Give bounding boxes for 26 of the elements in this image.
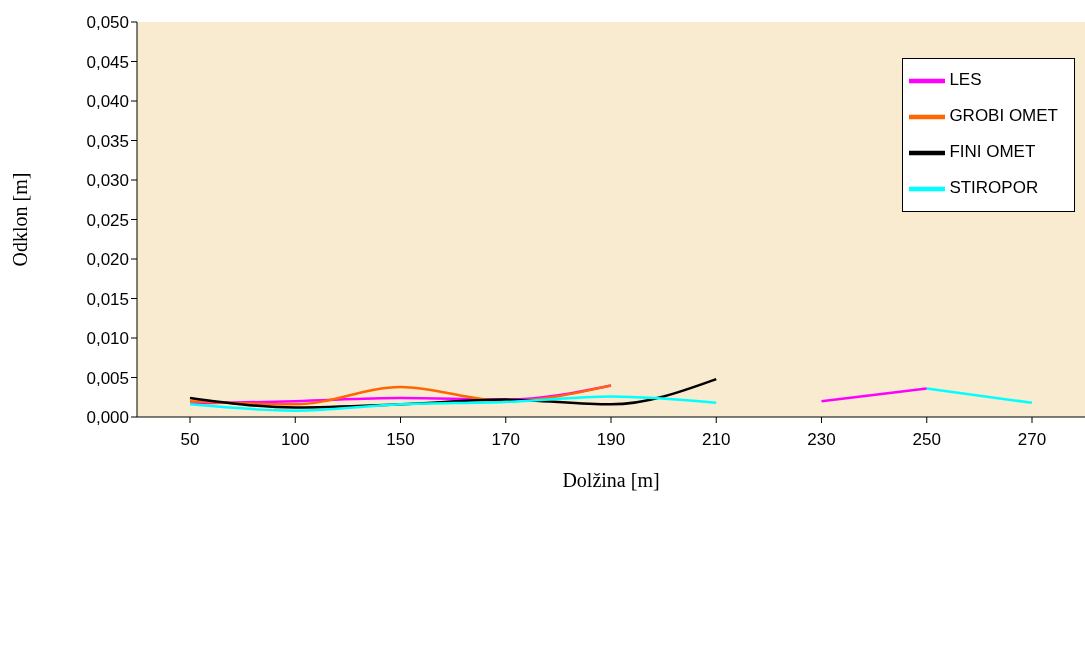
x-tick-label: 230 [807,430,836,450]
y-tick-label: 0,020 [86,250,129,270]
x-tick-label: 100 [281,430,310,450]
x-tick-label: 50 [180,430,200,450]
x-tick-label: 150 [386,430,415,450]
x-axis-title: Dolžina [m] [562,469,660,491]
legend-label: GROBI OMET [949,106,1058,126]
legend-label: FINI OMET [949,142,1036,162]
y-tick-label: 0,030 [86,171,129,191]
legend-label: LES [949,70,982,90]
legend-label: STIROPOR [949,178,1039,198]
y-tick-label: 0,000 [86,408,129,428]
y-tick-label: 0,015 [86,289,129,309]
x-tick-label: 170 [491,430,520,450]
y-tick-label: 0,045 [86,52,129,72]
y-tick-label: 0,050 [86,13,129,33]
y-tick-label: 0,010 [86,329,129,349]
x-tick-label: 250 [912,430,941,450]
y-axis-title: Odklon [m] [9,172,32,267]
y-tick-label: 0,025 [86,210,129,230]
y-tick-label: 0,035 [86,131,129,151]
x-tick-label: 270 [1017,430,1047,450]
y-tick-label: 0,040 [86,92,129,112]
x-tick-label: 210 [702,430,731,450]
x-tick-label: 190 [596,430,626,450]
y-tick-label: 0,005 [86,368,129,388]
